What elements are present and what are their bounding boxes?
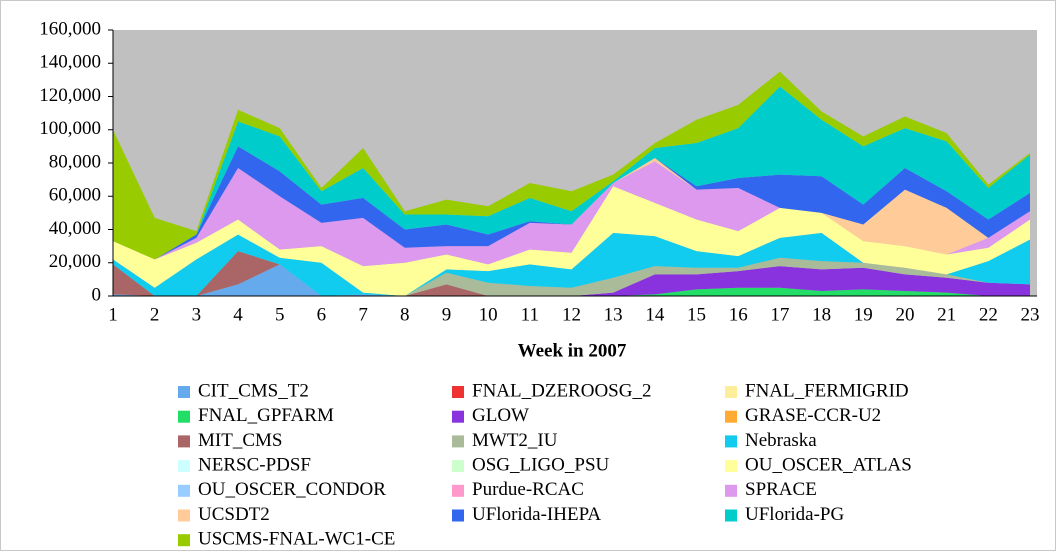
legend-swatch [178,460,190,473]
legend-label: FNAL_GPFARM [198,405,334,426]
legend-swatch [725,435,737,448]
area [113,251,1030,296]
legend-swatch [178,534,190,547]
legend-label: OSG_LIGO_PSU [472,454,610,475]
x-tick-label: 22 [979,304,998,325]
x-tick-label: 23 [1021,304,1040,325]
legend-label: Nebraska [745,430,817,451]
x-tick-label: 18 [812,304,831,325]
legend-swatch [452,460,464,473]
legend-label: OU_OSCER_CONDOR [198,479,386,500]
area [113,86,1030,260]
y-tick-label: 80,000 [49,151,101,172]
legend-label: MWT2_IU [472,430,558,451]
x-tick-label: 9 [442,304,452,325]
area [113,158,1030,260]
legend-swatch [178,484,190,497]
y-tick-label: 140,000 [39,52,101,73]
y-tick-label: 160,000 [39,18,101,39]
x-tick-label: 1 [108,304,118,325]
area [113,161,1030,267]
x-tick-label: 20 [895,304,914,325]
legend-label: GLOW [472,405,529,426]
legend-swatch [725,386,737,398]
legend-swatch [178,386,190,398]
y-tick-label: 60,000 [49,185,101,206]
x-tick-label: 15 [687,304,706,325]
y-tick-label: 0 [92,284,102,305]
legend-label: OU_OSCER_ATLAS [745,454,912,475]
legend-label: USCMS-FNAL-WC1-CE [198,529,395,550]
x-tick-label: 2 [150,304,160,325]
legend-label: UCSDT2 [198,504,270,525]
legend-swatch [725,509,737,522]
legend-label: UFlorida-IHEPA [472,504,601,525]
area [113,146,1030,260]
area [113,232,1030,296]
legend-swatch [725,484,737,497]
x-tick-label: 4 [233,304,243,325]
legend-swatch [452,386,464,398]
x-axis-title: Week in 2007 [518,340,627,361]
x-tick-label: 14 [645,304,665,325]
legend-swatch [725,410,737,423]
y-tick-label: 40,000 [49,218,101,239]
legend-swatch [452,410,464,423]
legend-swatch [178,509,190,522]
area [113,264,1030,296]
y-tick-label: 120,000 [39,85,101,106]
legend-swatch [725,460,737,473]
legend-label: Purdue-RCAC [472,479,584,500]
y-tick-label: 20,000 [49,251,101,272]
x-tick-label: 8 [400,304,410,325]
x-tick-label: 10 [479,304,498,325]
legend-swatch [452,484,464,497]
legend-label: MIT_CMS [198,430,282,451]
area [113,251,1030,296]
legend-swatch [452,435,464,448]
legend-label: UFlorida-PG [745,504,845,525]
x-tick-label: 3 [192,304,202,325]
x-tick-label: 17 [770,304,789,325]
legend-label: SPRACE [745,479,817,500]
area [113,264,1030,296]
area [113,186,1030,296]
x-tick-label: 11 [521,304,539,325]
x-tick-label: 6 [317,304,327,325]
legend-swatch [178,435,190,448]
x-tick-label: 19 [854,304,873,325]
legend-label: FNAL_DZEROOSG_2 [472,380,651,401]
legend-label: CIT_CMS_T2 [198,380,309,401]
x-tick-label: 21 [937,304,956,325]
legend-swatch [178,410,190,423]
x-tick-label: 7 [358,304,368,325]
legend-swatch [452,509,464,522]
x-tick-label: 13 [604,304,623,325]
legend-label: GRASE-CCR-U2 [745,405,881,426]
x-tick-label: 12 [562,304,581,325]
x-tick-label: 16 [729,304,748,325]
x-tick-label: 5 [275,304,285,325]
y-tick-label: 100,000 [39,118,101,139]
area [113,264,1030,296]
legend-label: NERSC-PDSF [198,454,311,475]
legend-label: FNAL_FERMIGRID [745,380,909,401]
